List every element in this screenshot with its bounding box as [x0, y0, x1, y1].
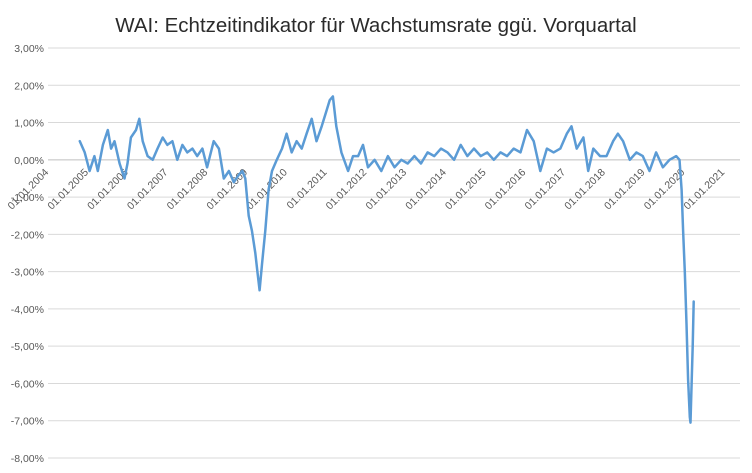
x-tick-label: 01.01.2005: [45, 166, 91, 212]
x-tick-label: 01.01.2019: [602, 166, 648, 212]
y-tick-label: -8,00%: [11, 453, 44, 465]
y-tick-label: 1,00%: [14, 118, 44, 130]
x-axis-tick-labels: 01.01.200401.01.200501.01.200601.01.2007…: [6, 166, 728, 212]
chart-title: WAI: Echtzeitindikator für Wachstumsrate…: [115, 14, 637, 37]
y-tick-label: 2,00%: [14, 80, 44, 92]
x-tick-label: 01.01.2008: [165, 166, 211, 212]
x-tick-label: 01.01.2007: [125, 166, 171, 212]
y-tick-label: 3,00%: [14, 43, 44, 55]
y-tick-label: -2,00%: [11, 229, 44, 241]
x-tick-label: 01.01.2018: [562, 166, 608, 212]
series-line: [78, 95, 695, 424]
x-tick-label: 01.01.2021: [682, 166, 728, 212]
y-tick-label: -7,00%: [11, 416, 44, 428]
x-tick-label: 01.01.2013: [363, 166, 409, 212]
x-tick-label: 01.01.2011: [284, 166, 329, 211]
y-tick-label: -3,00%: [11, 267, 44, 279]
y-tick-label: -5,00%: [11, 341, 44, 353]
x-tick-label: 01.01.2015: [443, 166, 489, 212]
y-tick-label: -4,00%: [11, 304, 44, 316]
y-tick-label: -6,00%: [11, 378, 44, 390]
x-tick-label: 01.01.2012: [324, 166, 370, 212]
x-tick-label: 01.01.2017: [523, 166, 569, 212]
y-axis-tick-labels: 3,00% 2,00% 1,00% 0,00% -1,00% -2,00% -3,00% -4…: [11, 43, 44, 465]
x-tick-label: 01.01.2004: [6, 166, 52, 212]
y-tick-label: 0,00%: [14, 155, 44, 167]
y-tick-label: -1,00%: [11, 192, 44, 204]
gridlines: [48, 47, 740, 459]
x-tick-label: 01.01.2016: [483, 166, 529, 212]
x-tick-label: 01.01.2014: [403, 166, 449, 212]
